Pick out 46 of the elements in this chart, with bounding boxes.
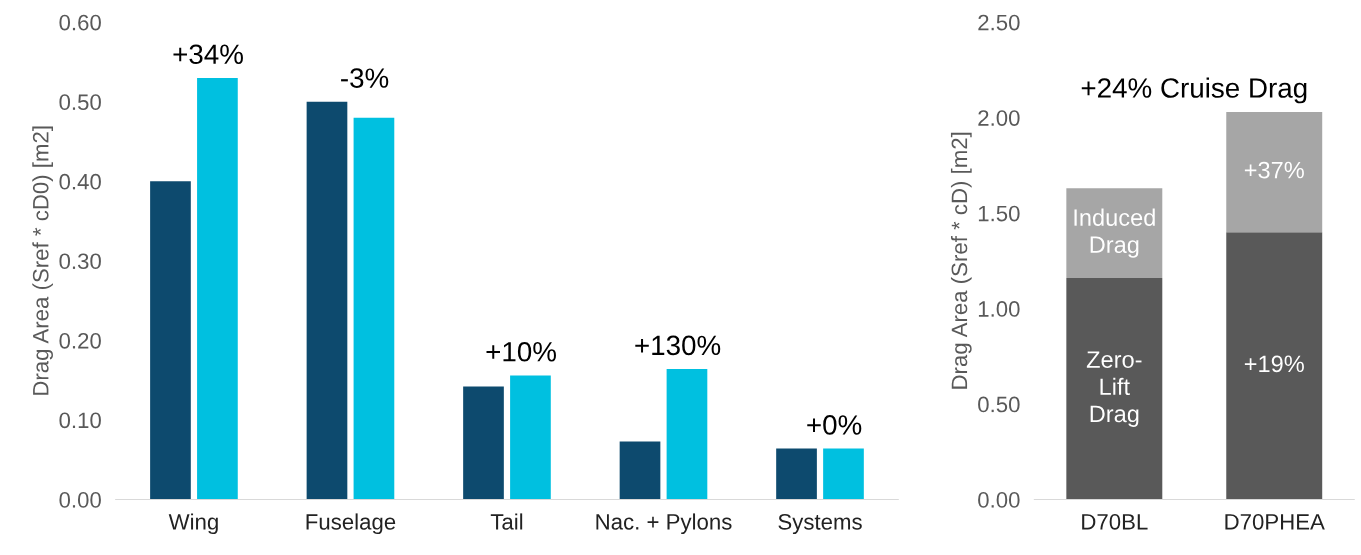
x-tick-label: D70PHEA [1225, 513, 1325, 530]
x-tick-label: Nac. + Pylons [596, 513, 732, 535]
y-tick-label: 0.60 [59, 14, 101, 31]
annotation: +0% [807, 415, 862, 435]
y-tick-label: 0.00 [978, 492, 1020, 508]
annotation: -3% [341, 68, 389, 88]
annotation: +130% [635, 335, 721, 356]
annotation: +10% [486, 341, 556, 362]
bar [306, 101, 348, 500]
bar [150, 181, 191, 500]
y-tick-label: 0.50 [59, 94, 101, 111]
y-tick-label: 0.50 [978, 396, 1020, 413]
y-tick-label: 0.10 [59, 412, 101, 429]
bar [1066, 188, 1163, 279]
annotation: +34% [173, 44, 243, 65]
annotation: +19% [1244, 355, 1304, 373]
y-axis-title: Drag Area (Sref * cD0) [m2] [32, 126, 53, 395]
y-tick-label: 2.00 [978, 110, 1020, 126]
x-tick-label: Systems [778, 513, 862, 535]
x-tick-label: Wing [168, 513, 218, 535]
annotation: +24% Cruise Drag [1081, 77, 1307, 104]
bar [776, 448, 817, 500]
annotation: +37% [1244, 161, 1304, 179]
bar [1226, 111, 1323, 233]
y-tick-label: 0.00 [59, 492, 101, 508]
x-tick-label: Fuselage [306, 513, 396, 535]
annotation: Induced Drag [1074, 208, 1155, 258]
y-tick-label: 2.50 [978, 14, 1020, 31]
bar [666, 369, 708, 500]
annotation: Zero- Lift Drag [1086, 351, 1142, 427]
bar [510, 375, 551, 500]
bar [1066, 278, 1163, 500]
x-tick-label: Tail [490, 513, 523, 530]
y-tick-label: 1.00 [978, 301, 1020, 317]
y-axis-title: Drag Area (Sref * cD) [m2] [950, 132, 972, 389]
bar [463, 386, 504, 500]
bar [823, 448, 864, 500]
bar [1226, 232, 1323, 500]
x-tick-label: D70BL [1082, 513, 1148, 530]
bar [197, 77, 238, 500]
y-tick-label: 0.40 [59, 173, 101, 190]
y-tick-label: 1.50 [978, 205, 1020, 222]
bar [619, 441, 661, 500]
bar [353, 117, 395, 500]
y-tick-label: 0.30 [59, 253, 101, 270]
y-tick-label: 0.20 [59, 332, 101, 349]
